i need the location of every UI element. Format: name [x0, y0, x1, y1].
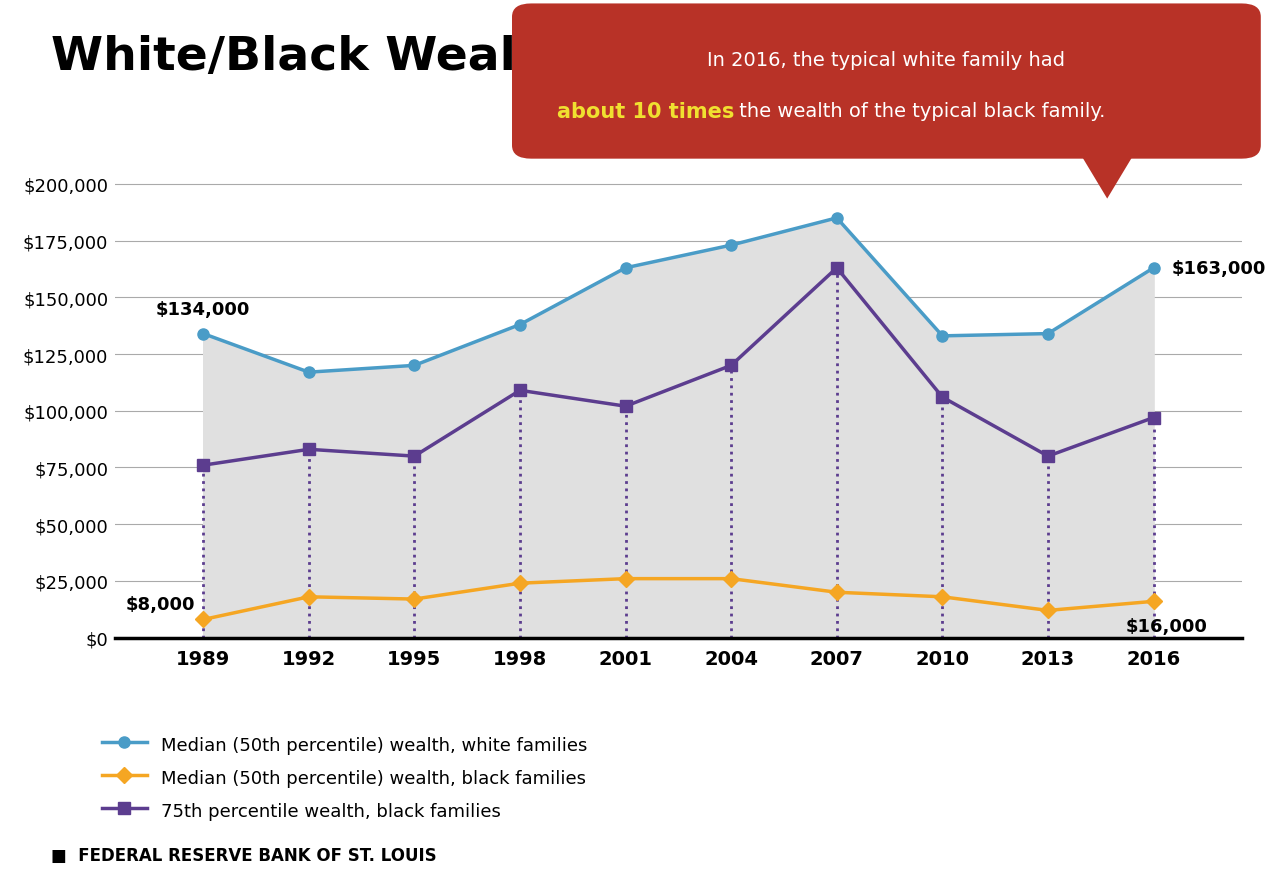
- Text: $16,000: $16,000: [1125, 618, 1207, 635]
- Text: $163,000: $163,000: [1171, 260, 1266, 277]
- Text: $134,000: $134,000: [156, 300, 251, 318]
- Text: about 10 times: about 10 times: [557, 102, 735, 121]
- Text: the wealth of the typical black family.: the wealth of the typical black family.: [733, 102, 1106, 121]
- Text: $8,000: $8,000: [125, 595, 196, 613]
- Legend: Median (50th percentile) wealth, white families, Median (50th percentile) wealth: Median (50th percentile) wealth, white f…: [101, 734, 588, 820]
- Text: White/Black Wealth Gap: White/Black Wealth Gap: [51, 35, 694, 81]
- Text: ■  FEDERAL RESERVE BANK OF ST. LOUIS: ■ FEDERAL RESERVE BANK OF ST. LOUIS: [51, 846, 436, 864]
- Text: In 2016, the typical white family had: In 2016, the typical white family had: [708, 51, 1065, 70]
